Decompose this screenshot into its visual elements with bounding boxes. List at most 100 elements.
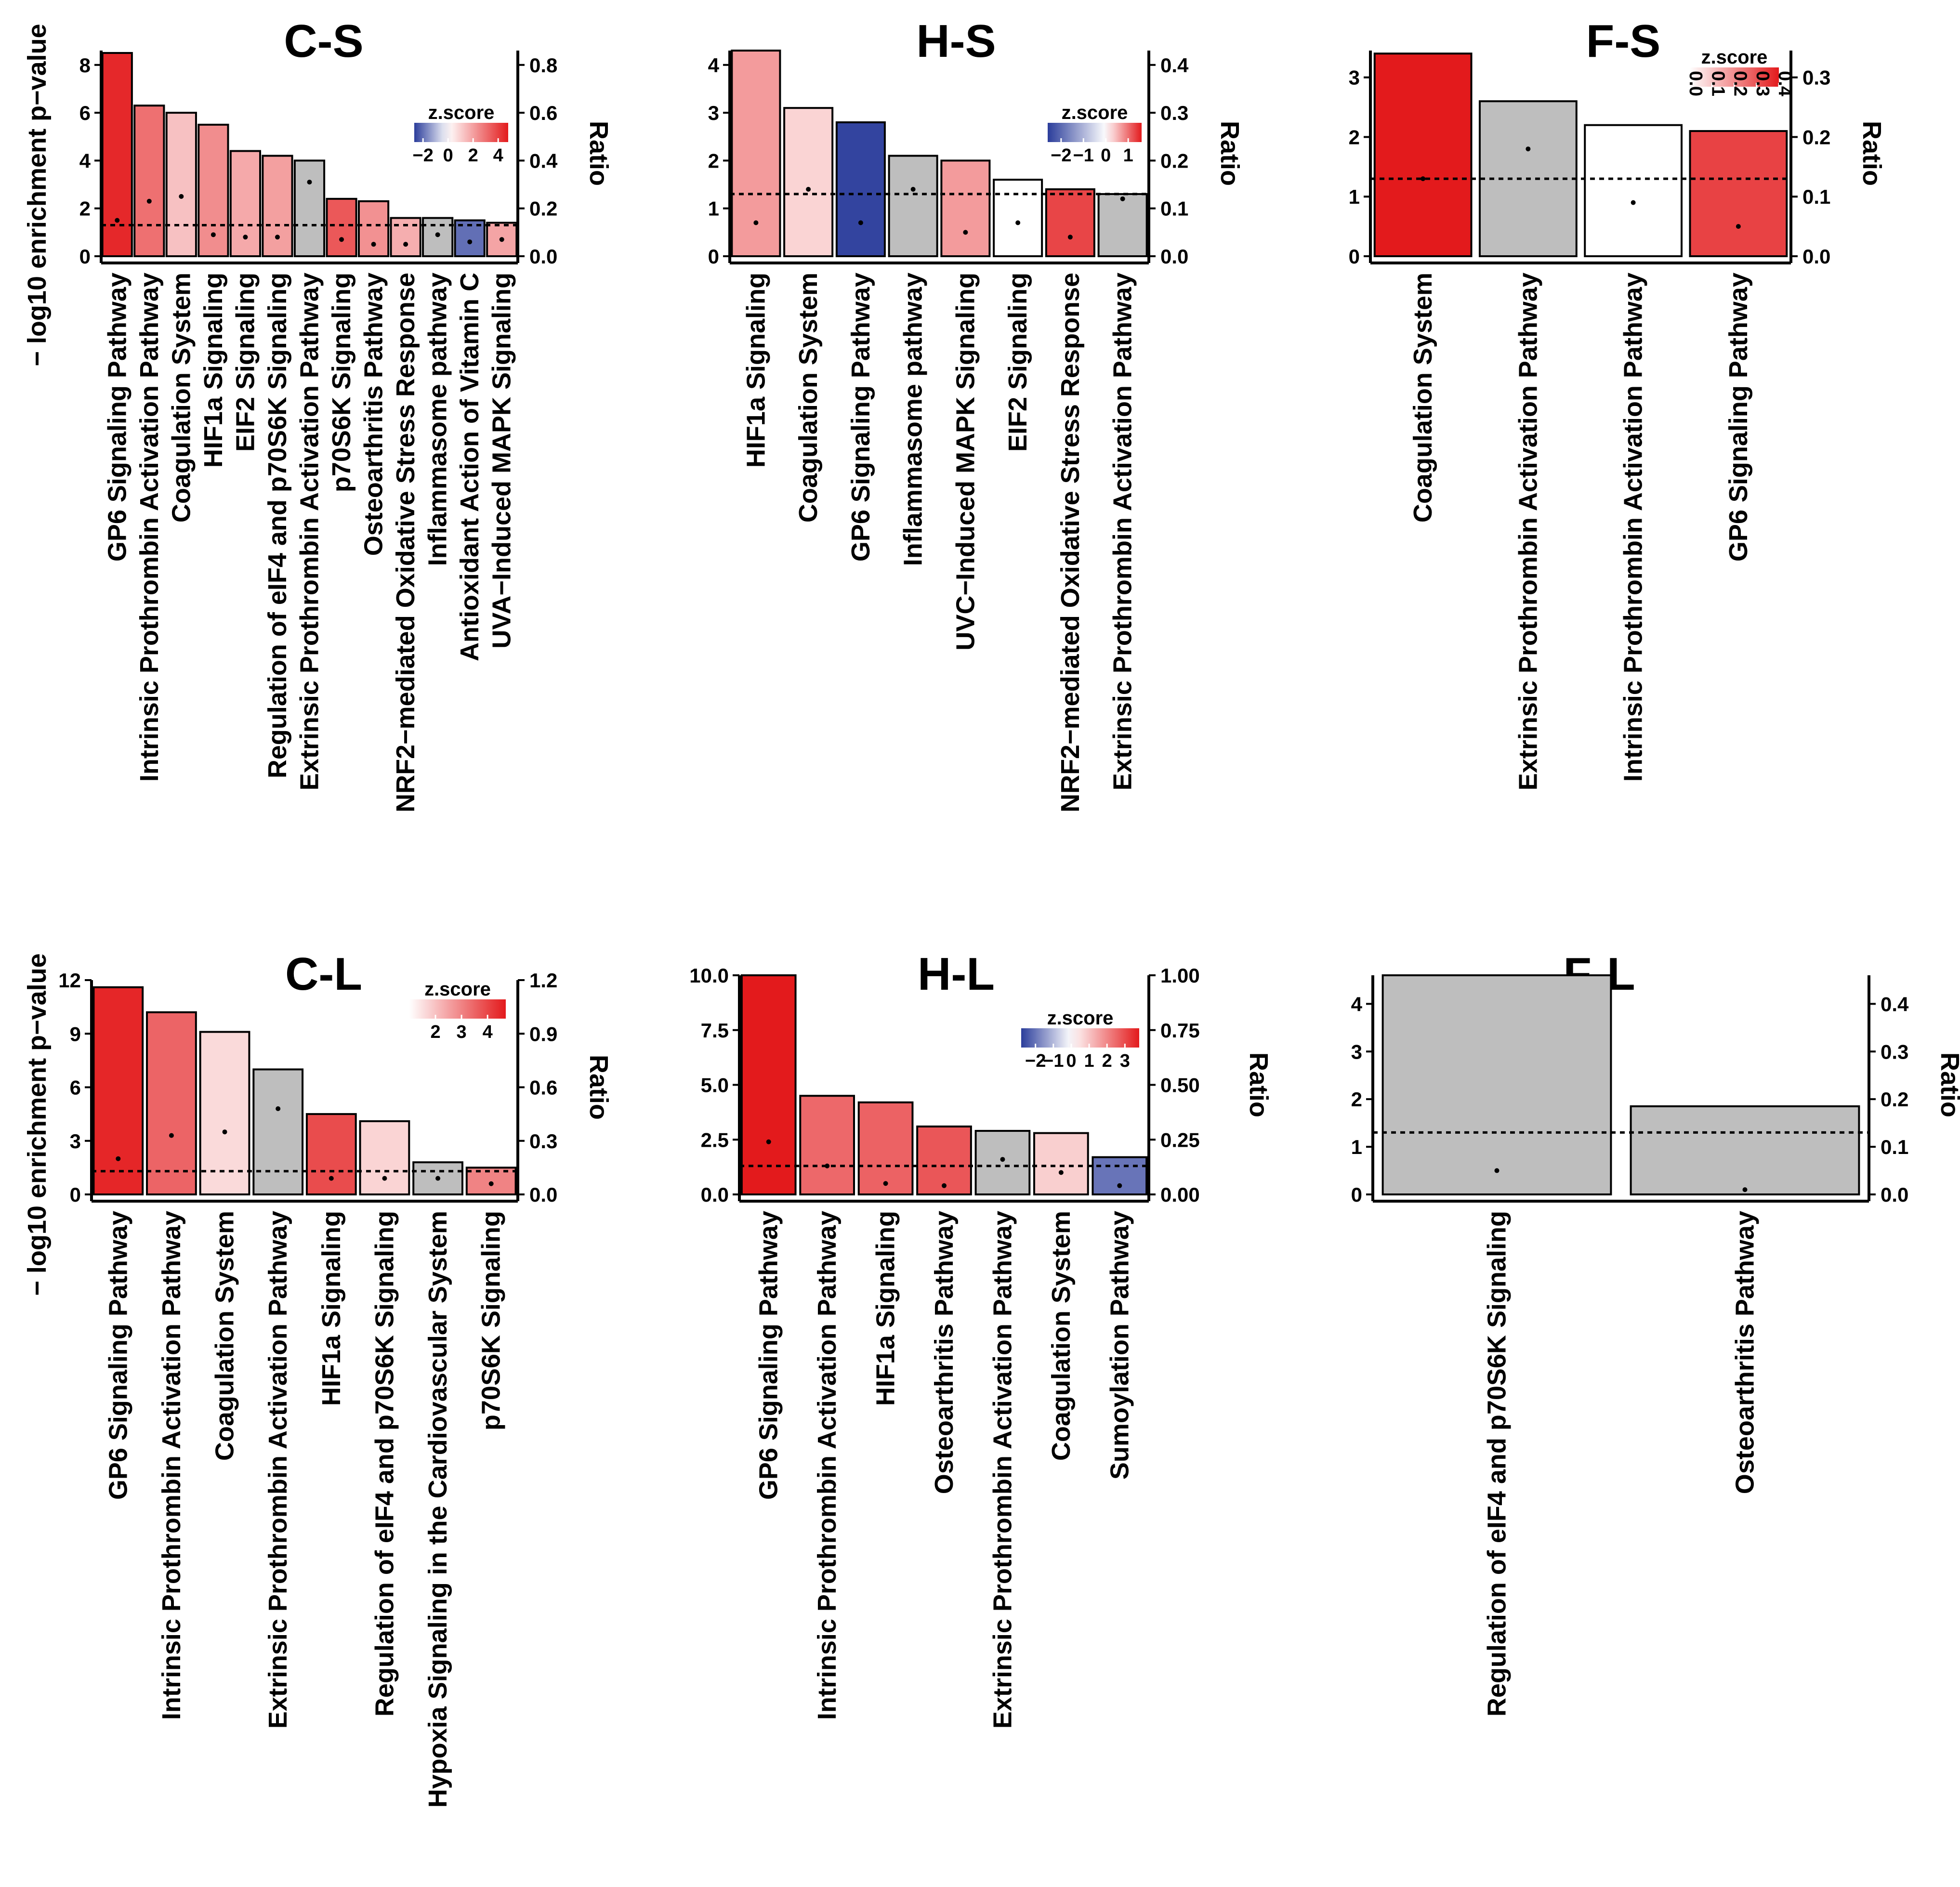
ratio-point-3 [858,220,863,225]
category-label: Intrinsic Prothrombin Activation Pathway [813,1211,842,1720]
legend-tick-label: 2 [1102,1051,1112,1071]
bar-1 [740,974,797,1195]
y2-tick-label: 0.3 [1160,102,1188,124]
category-label: Extrinsic Prothrombin Activation Pathway [295,273,324,790]
bar-4 [888,155,938,257]
ratio-point-3 [222,1129,227,1135]
bar-3 [835,121,886,257]
category-label: GP6 Signaling Pathway [754,1211,783,1500]
bar-8 [1097,193,1148,257]
y-tick-label: 0 [1351,1183,1362,1206]
y-axis-title: − log10 enrichment p−value [23,953,52,1296]
zscore-legend: z.score −2 −1 0 1 [1048,102,1142,166]
ratio-point-1 [766,1139,771,1144]
category-label: UVC−Induced MAPK Signaling [951,273,980,651]
y-tick-label: 0 [79,245,91,268]
bar-3 [165,112,197,257]
bar-2 [1630,1105,1860,1196]
category-label: HIF1a Signaling [871,1211,900,1406]
ratio-point-6 [382,1176,387,1181]
y2-tick-label: 0.4 [1881,993,1909,1015]
bar-3 [857,1101,914,1195]
legend-tick-label: 3 [457,1022,467,1042]
bar-3 [199,1031,250,1196]
y2-tick-label: 1.00 [1160,964,1200,987]
category-label: Osteoarthritis Pathway [359,273,388,556]
y-tick-label: 0 [708,245,719,268]
bar-4 [252,1068,304,1196]
bar-6 [262,155,293,257]
category-label: p70S6K Signaling [327,273,356,492]
legend-tick-label: 0.2 [1730,71,1750,96]
y2-tick-label: 0.0 [1802,245,1830,268]
y-tick-label: 5.0 [701,1074,729,1097]
category-label: HIF1a Signaling [317,1211,346,1406]
y-tick-label: 9 [70,1022,81,1045]
legend-tick-label: −1 [1073,145,1094,166]
ratio-point-1 [1421,176,1426,182]
category-label: Extrinsic Prothrombin Activation Pathway [263,1211,292,1729]
category-label: EIF2 Signaling [231,273,260,452]
y-tick-label: 0.0 [701,1183,729,1206]
panel-cl: C-L 0 3 6 9 12 0.0 0.3 0.6 0.9 1.2 Ratio − log10 enr… [23,948,613,1808]
legend-title: z.score [424,979,491,1000]
y-tick-label: 3 [708,102,719,124]
bar-3 [1584,124,1683,257]
legend-tick-label: −2 [1025,1051,1046,1071]
panel-title: H-L [918,948,995,1000]
y2-axis-title: Ratio [1244,1052,1273,1117]
bar-5 [305,1113,357,1195]
legend-tick-label: 0 [1066,1051,1076,1071]
ratio-point-1 [116,1156,121,1161]
bar-5 [974,1130,1031,1196]
y2-tick-label: 0.3 [529,1130,557,1153]
y2-tick-label: 0.0 [529,245,557,268]
y2-tick-label: 0.1 [1802,185,1830,208]
category-label: NRF2−mediated Oxidative Stress Response [1056,273,1085,812]
ratio-point-6 [1015,220,1021,225]
y-tick-label: 4 [1351,993,1363,1015]
legend-tick-label: −2 [1051,145,1071,166]
category-label: Osteoarthritis Pathway [1731,1211,1760,1494]
category-label: GP6 Signaling Pathway [103,273,132,562]
y-tick-label: 4 [79,149,91,172]
y-tick-label: 3 [1351,1040,1362,1063]
ratio-point-8 [488,1181,494,1186]
bar-2 [146,1011,197,1195]
y-tick-label: 10.0 [689,964,729,987]
ratio-point-3 [883,1181,888,1186]
y-tick-label: 0 [70,1183,81,1206]
category-label: GP6 Signaling Pathway [846,273,875,562]
ratio-point-11 [435,232,440,237]
y2-axis-title: Ratio [1935,1052,1960,1117]
category-label: EIF2 Signaling [1003,273,1032,452]
panel-title: C-L [285,948,362,1000]
y2-tick-label: 0.2 [529,197,557,220]
ratio-point-2 [1742,1187,1748,1192]
bar-1 [1373,52,1473,257]
y-tick-label: 1 [1349,185,1360,208]
y2-tick-label: 0.00 [1160,1183,1200,1206]
y-tick-label: 12 [58,969,81,992]
y-tick-label: 6 [70,1076,81,1099]
ratio-point-8 [339,237,344,242]
y-tick-label: 0 [1349,245,1360,268]
bar-4 [916,1125,972,1195]
y2-tick-label: 0.0 [1160,245,1188,268]
bar-8 [326,197,357,258]
bar-1 [92,986,144,1195]
ratio-point-1 [1494,1168,1500,1173]
legend-tick-label: 0 [1101,145,1111,166]
category-label: Extrinsic Prothrombin Activation Pathway [988,1211,1017,1729]
bar-6 [1033,1132,1089,1196]
ratio-point-13 [499,237,504,242]
ratio-point-7 [1117,1183,1122,1188]
category-label: HIF1a Signaling [741,273,770,468]
category-label: Inflammasome pathway [899,273,928,566]
y-tick-label: 1 [1351,1136,1362,1158]
category-label: p70S6K Signaling [477,1211,506,1430]
bar-2 [133,105,165,258]
y2-tick-label: 1.2 [529,969,557,992]
